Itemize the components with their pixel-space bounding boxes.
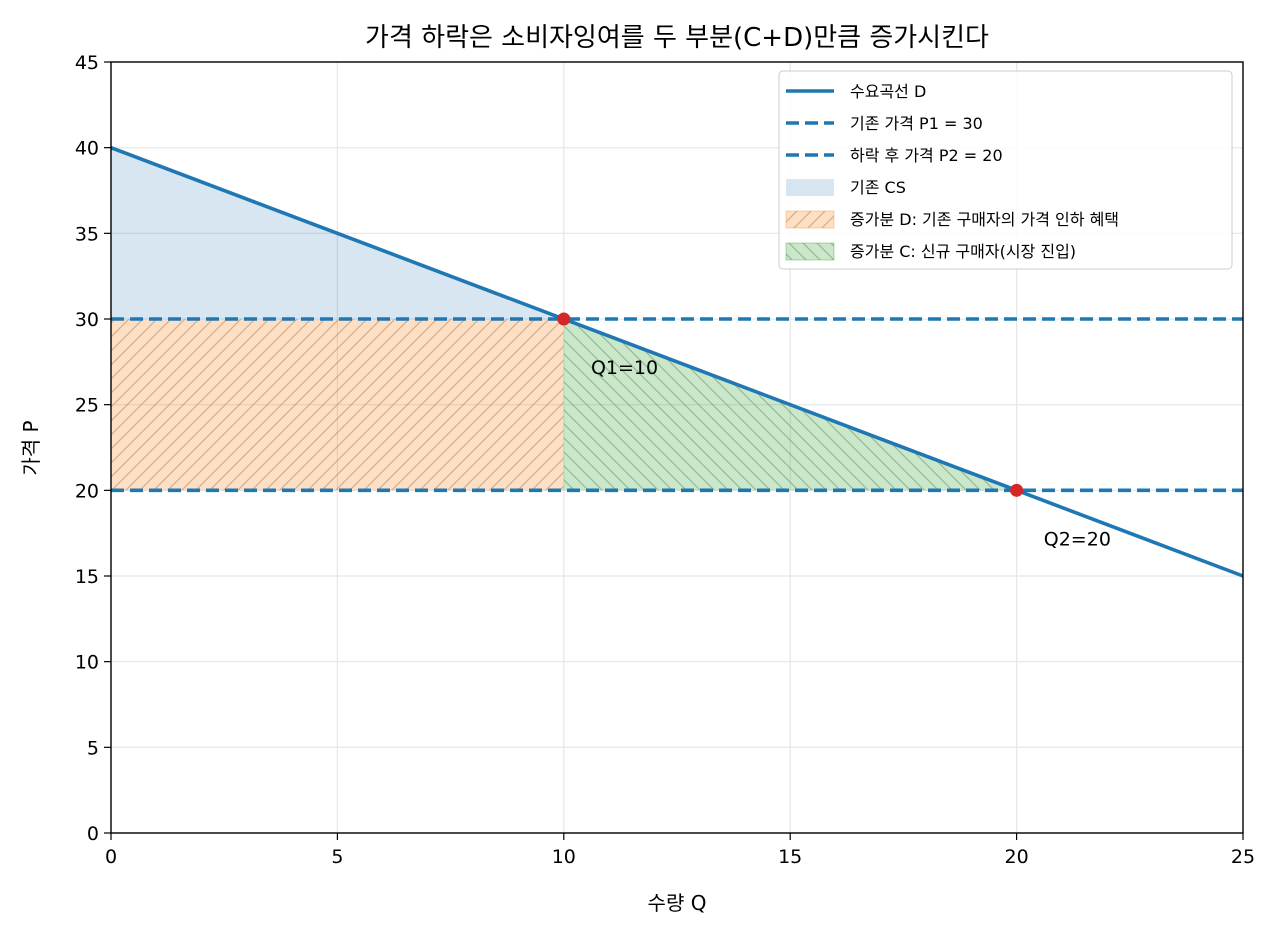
chart-title: 가격 하락은 소비자잉여를 두 부분(C+D)만큼 증가시킨다 [365,23,989,53]
x-tick-label: 25 [1231,846,1255,868]
legend-label-series-1: 수요곡선 D [850,82,926,101]
legend-label-series-3: 하락 후 가격 P2 = 20 [850,146,1003,165]
y-tick-label: 35 [75,223,99,245]
marker-points [557,312,1024,497]
equilibrium-point-2 [1010,483,1024,497]
x-tick-label: 0 [105,846,117,868]
legend-label-series-2: 기존 가격 P1 = 30 [850,114,983,133]
y-tick-label: 20 [75,480,99,502]
y-axis-label: 가격 P [19,420,43,475]
equilibrium-point-1 [557,312,571,326]
legend-swatch-hatch-3 [785,242,835,261]
area-hatch-2 [111,319,564,491]
x-tick-label: 10 [552,846,576,868]
y-tick-label: 0 [87,823,99,845]
legend-label-area-1: 기존 CS [850,178,906,197]
x-axis-label: 수량 Q [648,891,707,915]
annotation-q2: Q2=20 [1044,528,1111,550]
x-tick-label: 15 [778,846,802,868]
series-lines [111,145,1243,578]
annotations: Q1=10 Q2=20 [591,357,1111,550]
y-tick-label: 30 [75,309,99,331]
y-axis-ticks: 0 5 10 15 20 25 30 35 40 45 [75,52,111,845]
legend-box [778,70,1233,270]
legend-label-area-3: 증가분 C: 신규 구매자(시장 진입) [850,242,1076,261]
legend-swatch-area-1 [786,179,834,196]
x-axis-ticks: 0 5 10 15 20 25 [105,833,1255,868]
plot-frame [110,61,1244,834]
legend-label-area-2: 증가분 D: 기존 구매자의 가격 인하 혜택 [850,210,1119,229]
legend-swatch-hatch-2 [785,210,835,229]
x-tick-label: 20 [1005,846,1029,868]
annotation-q1: Q1=10 [591,357,658,379]
legend: 수요곡선 D 기존 가격 P1 = 30 하락 후 가격 P2 = 20 기존 CS 증… [778,70,1233,270]
y-tick-label: 25 [75,395,99,417]
demand-curve-line [111,145,1243,578]
y-tick-label: 40 [75,138,99,160]
y-tick-label: 5 [87,737,99,759]
y-tick-label: 45 [75,52,99,74]
y-tick-label: 10 [75,652,99,674]
x-tick-label: 5 [331,846,343,868]
y-tick-label: 15 [75,566,99,588]
